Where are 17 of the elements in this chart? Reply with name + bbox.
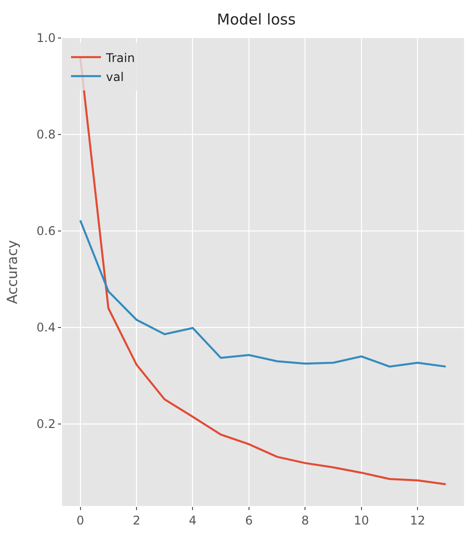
- x-tick-label: 8: [301, 513, 309, 528]
- y-axis-title: Accuracy: [5, 240, 22, 304]
- y-tick-label: 0.6: [36, 224, 56, 238]
- x-tick-label: 0: [76, 513, 84, 528]
- legend-label: val: [106, 70, 124, 84]
- x-tick-label: 6: [245, 513, 253, 528]
- y-tick-label: 0.2: [36, 417, 56, 432]
- y-tick-label: 0.4: [36, 320, 56, 335]
- y-tick-label: 1.0: [36, 31, 56, 46]
- line-series: [79, 219, 447, 368]
- chart-title: Model loss: [216, 10, 296, 28]
- x-tick-label: 4: [188, 513, 197, 528]
- x-tick-label: 12: [410, 513, 426, 528]
- x-tick-label: 10: [354, 513, 370, 528]
- legend-label: Train: [105, 50, 135, 65]
- x-tick-label: 2: [132, 513, 140, 528]
- y-tick-label: 0.8: [36, 128, 56, 142]
